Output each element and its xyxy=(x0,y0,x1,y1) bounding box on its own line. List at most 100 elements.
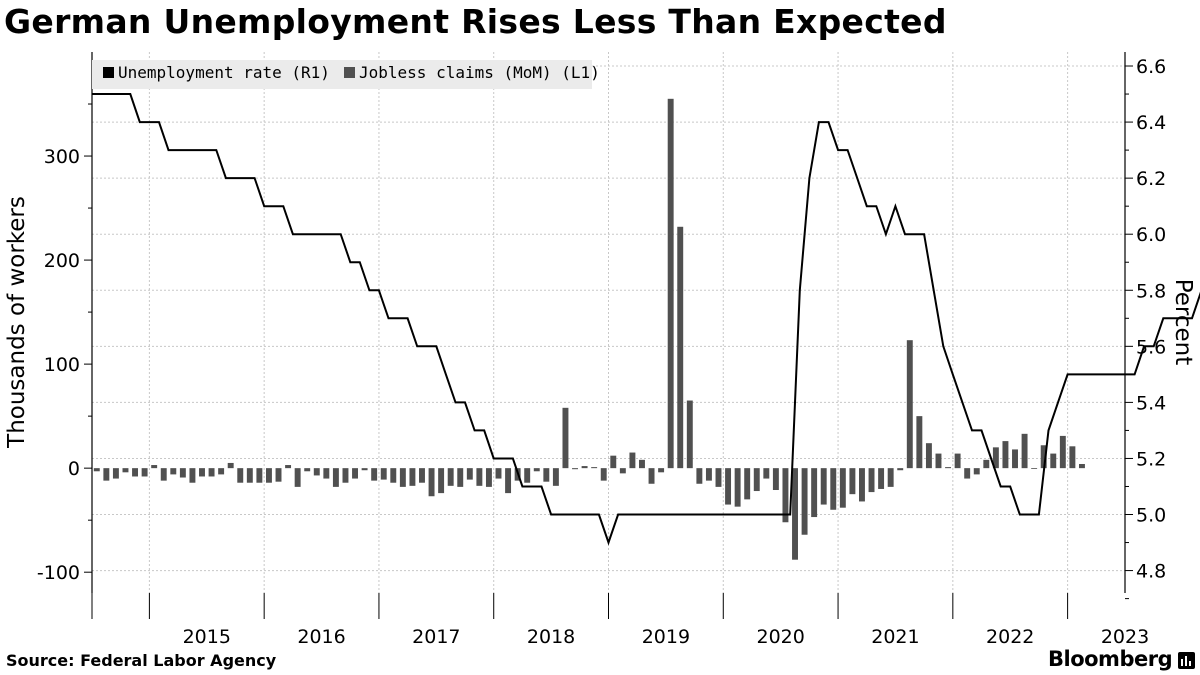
legend-item-jobless-claims: Jobless claims (MoM) (L1) xyxy=(359,63,600,82)
right-tick-label: 4.8 xyxy=(1136,561,1166,583)
claims-bar xyxy=(868,468,875,493)
claims-bar xyxy=(476,468,483,486)
claims-bar xyxy=(992,447,999,469)
claims-bar xyxy=(581,466,588,469)
claims-bar xyxy=(227,462,234,469)
claims-bar xyxy=(409,468,416,486)
claims-bar xyxy=(419,468,425,483)
right-tick-label: 5.4 xyxy=(1136,392,1166,414)
claims-bar xyxy=(313,468,320,476)
legend: Unemployment rate (R1) Jobless claims (M… xyxy=(92,60,600,89)
unemployment-rate-line xyxy=(92,93,1200,546)
chart-title: German Unemployment Rises Less Than Expe… xyxy=(4,2,947,41)
claims-bar xyxy=(983,459,990,469)
claims-bar xyxy=(648,468,655,484)
claims-bar xyxy=(199,468,205,477)
claims-bar xyxy=(93,468,100,472)
right-tick-label: 5.0 xyxy=(1136,505,1166,527)
claims-bar xyxy=(619,468,626,474)
claims-bar xyxy=(1059,435,1066,469)
claims-bar xyxy=(265,468,272,483)
left-tick-label: 100 xyxy=(44,354,80,376)
claims-bar xyxy=(524,468,531,483)
bloomberg-terminal-icon xyxy=(1178,652,1195,669)
right-tick-label: 5.6 xyxy=(1136,336,1166,358)
left-tick-label: 200 xyxy=(44,250,80,272)
claims-bar xyxy=(285,465,292,469)
claims-bar xyxy=(629,452,636,469)
claims-bar xyxy=(878,468,885,489)
claims-bar xyxy=(132,468,139,477)
claims-bar xyxy=(639,459,645,469)
claims-bar xyxy=(964,468,971,479)
left-axis-title: Thousands of workers xyxy=(4,196,30,449)
claims-bar xyxy=(294,468,301,487)
claims-bar xyxy=(428,468,435,497)
line-series xyxy=(92,93,1200,546)
claims-bar xyxy=(208,468,215,477)
claims-bar xyxy=(772,468,779,491)
claims-bar xyxy=(352,468,358,479)
claims-bar xyxy=(715,468,722,487)
claims-bar xyxy=(237,468,244,483)
claims-bar xyxy=(782,468,789,523)
claims-bar xyxy=(1031,468,1038,469)
claims-bar xyxy=(763,468,770,479)
claims-bar xyxy=(1002,441,1009,469)
right-tick-label: 5.2 xyxy=(1136,448,1166,470)
claims-bar xyxy=(160,468,167,481)
claims-bar xyxy=(830,468,837,510)
claims-bar xyxy=(485,468,492,487)
legend-line-swatch xyxy=(103,67,114,78)
legend-bar-swatch xyxy=(344,67,355,78)
claims-bar xyxy=(610,455,617,469)
right-tick-label: 6.0 xyxy=(1136,224,1166,246)
x-tick-label: 2016 xyxy=(297,626,345,648)
claims-bar xyxy=(103,468,110,481)
claims-bar xyxy=(246,468,253,483)
claims-bar xyxy=(1050,453,1057,469)
source-note: Source: Federal Labor Agency xyxy=(6,651,277,670)
claims-bar xyxy=(399,468,406,487)
left-tick-label: 0 xyxy=(68,458,80,480)
claims-bar xyxy=(438,468,445,494)
claims-bar xyxy=(170,468,177,475)
claims-bar xyxy=(591,467,598,469)
claims-bar xyxy=(179,468,186,478)
x-tick-label: 2019 xyxy=(642,626,690,648)
claims-bar xyxy=(820,468,827,505)
claims-bar xyxy=(696,468,703,484)
claims-bar xyxy=(122,468,129,473)
x-tick-label: 2017 xyxy=(412,626,460,648)
claims-bar xyxy=(849,468,856,495)
claims-bar xyxy=(744,468,751,500)
x-tick-label: 2020 xyxy=(756,626,804,648)
claims-bar xyxy=(1021,433,1028,469)
claims-bar xyxy=(151,465,158,469)
grid-lines xyxy=(92,52,1125,593)
claims-bar xyxy=(189,468,196,483)
claims-bar xyxy=(897,468,904,471)
claims-bar xyxy=(1078,463,1085,469)
claims-bar xyxy=(380,468,387,480)
claims-bar xyxy=(562,407,569,469)
claims-bar xyxy=(275,468,282,482)
claims-bar xyxy=(304,468,311,472)
claims-bar xyxy=(973,468,980,475)
claims-bar xyxy=(543,468,550,482)
claims-bar xyxy=(925,443,932,469)
claims-bar xyxy=(753,468,760,492)
claims-bar xyxy=(1012,449,1018,469)
claims-bar xyxy=(505,468,512,494)
claims-bar xyxy=(839,468,846,508)
claims-bar xyxy=(667,98,674,469)
claims-bar xyxy=(371,468,378,481)
claims-bar xyxy=(112,468,119,479)
claims-bar xyxy=(218,468,225,475)
claims-bar xyxy=(495,468,502,479)
claims-bar xyxy=(686,400,693,469)
x-tick-label: 2023 xyxy=(1101,626,1149,648)
claims-bar xyxy=(1069,446,1076,469)
claims-bar xyxy=(658,468,665,473)
